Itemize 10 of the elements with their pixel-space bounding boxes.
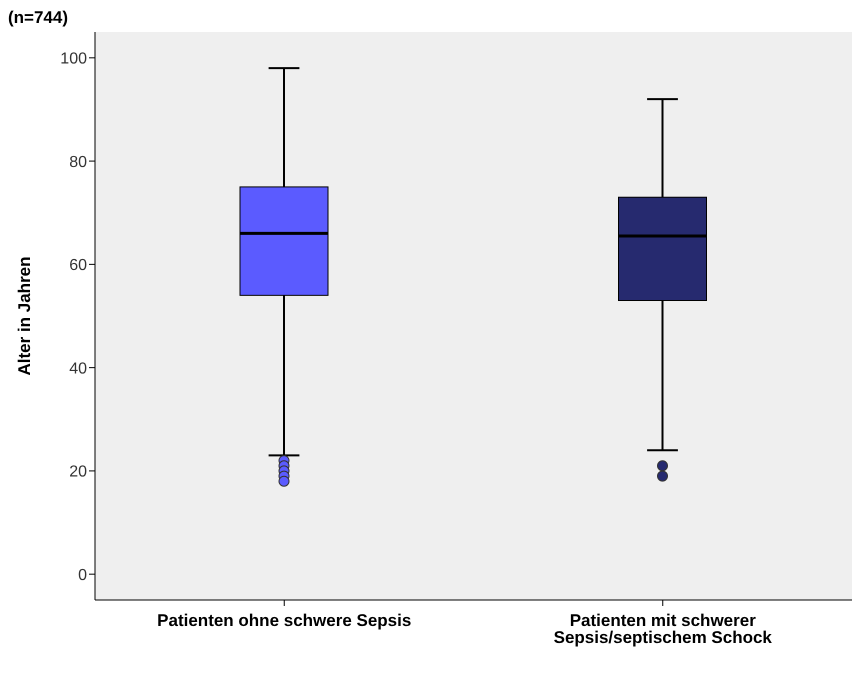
y-tick-label: 80 [69,154,88,171]
y-tick-label: 0 [78,566,88,584]
y-tick-label: 40 [69,360,88,378]
y-tick-label: 100 [60,50,88,68]
y-tick-label: 60 [69,257,88,274]
y-tick-label: 20 [69,464,88,481]
x-tick-label: Patienten ohne schwere Sepsis [157,611,412,630]
y-axis-title: Alter in Jahren [15,256,34,376]
x-tick-label: Patienten mit schwerer Sepsis/septischem Schock [554,611,772,648]
chart-title: (n=744) [8,8,68,28]
